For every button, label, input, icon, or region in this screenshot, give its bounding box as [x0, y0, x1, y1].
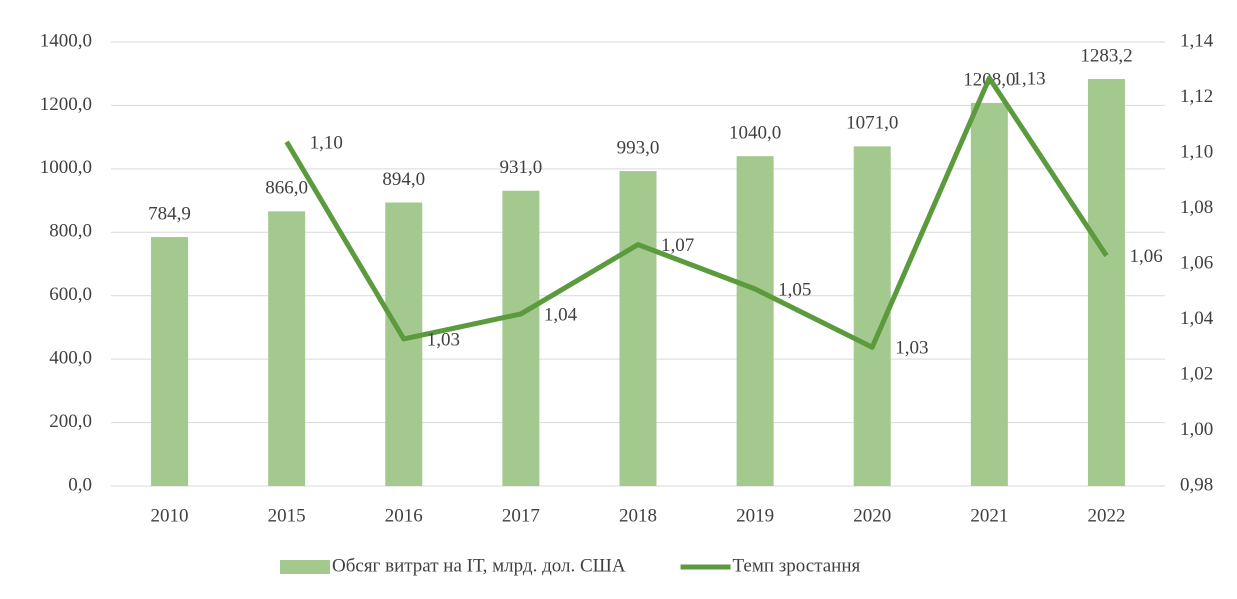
- bar: [1088, 79, 1125, 486]
- y2-tick-label: 1,14: [1180, 30, 1214, 51]
- y-tick-label: 200,0: [49, 411, 92, 432]
- line-value-label: 1,10: [310, 132, 343, 153]
- x-tick-label: 2018: [619, 505, 657, 526]
- line-value-label: 1,04: [544, 304, 578, 325]
- y2-tick-label: 1,06: [1180, 252, 1213, 273]
- bar-value-label: 1071,0: [846, 113, 898, 134]
- legend-label: Темп зростання: [733, 555, 861, 576]
- x-tick-label: 2010: [151, 505, 189, 526]
- x-tick-label: 2016: [385, 505, 423, 526]
- x-tick-label: 2017: [502, 505, 540, 526]
- bar: [502, 191, 539, 486]
- y-tick-label: 0,0: [68, 474, 92, 495]
- y-tick-label: 600,0: [49, 284, 92, 305]
- bar: [620, 171, 657, 486]
- bar-value-label: 931,0: [500, 157, 543, 178]
- x-tick-label: 2019: [736, 505, 774, 526]
- bar: [151, 237, 188, 486]
- legend-label: Обсяг витрат на ІТ, млрд. дол. США: [332, 555, 626, 576]
- bar: [971, 103, 1008, 486]
- line-value-label: 1,13: [1012, 68, 1045, 89]
- line-value-label: 1,07: [661, 235, 694, 256]
- x-tick-label: 2021: [970, 505, 1008, 526]
- line-value-label: 1,05: [778, 279, 811, 300]
- y2-tick-label: 1,12: [1180, 86, 1213, 107]
- legend-swatch: [280, 560, 330, 574]
- bar-value-label: 1040,0: [729, 123, 781, 144]
- chart: 0,0 200,0 400,0 600,0 800,0 1000,0 1200,0 1400,…: [0, 0, 1237, 594]
- bar-value-label: 1283,2: [1080, 45, 1132, 66]
- bar: [268, 211, 305, 486]
- x-tick-label: 2022: [1087, 505, 1125, 526]
- line-value-label: 1,03: [427, 329, 460, 350]
- y-tick-label: 400,0: [49, 348, 92, 369]
- y-tick-label: 1000,0: [40, 157, 92, 178]
- bar-value-label: 866,0: [265, 178, 308, 199]
- y-tick-label: 1400,0: [40, 30, 92, 51]
- y-tick-label: 1200,0: [40, 94, 92, 115]
- bar-value-label: 894,0: [382, 169, 425, 190]
- y-tick-label: 800,0: [49, 221, 92, 242]
- y2-tick-label: 1,10: [1180, 141, 1213, 162]
- bar-value-label: 784,9: [148, 203, 191, 224]
- bar: [385, 202, 422, 486]
- x-tick-label: 2020: [853, 505, 891, 526]
- y2-tick-label: 0,98: [1180, 474, 1213, 495]
- y2-tick-label: 1,02: [1180, 363, 1213, 384]
- bar: [737, 156, 774, 486]
- y2-tick-label: 1,00: [1180, 419, 1213, 440]
- line-value-label: 1,06: [1129, 246, 1162, 267]
- x-tick-label: 2015: [268, 505, 306, 526]
- bar-value-label: 993,0: [617, 137, 660, 158]
- line-value-label: 1,03: [895, 338, 928, 359]
- y2-tick-label: 1,08: [1180, 197, 1213, 218]
- y2-tick-label: 1,04: [1180, 308, 1214, 329]
